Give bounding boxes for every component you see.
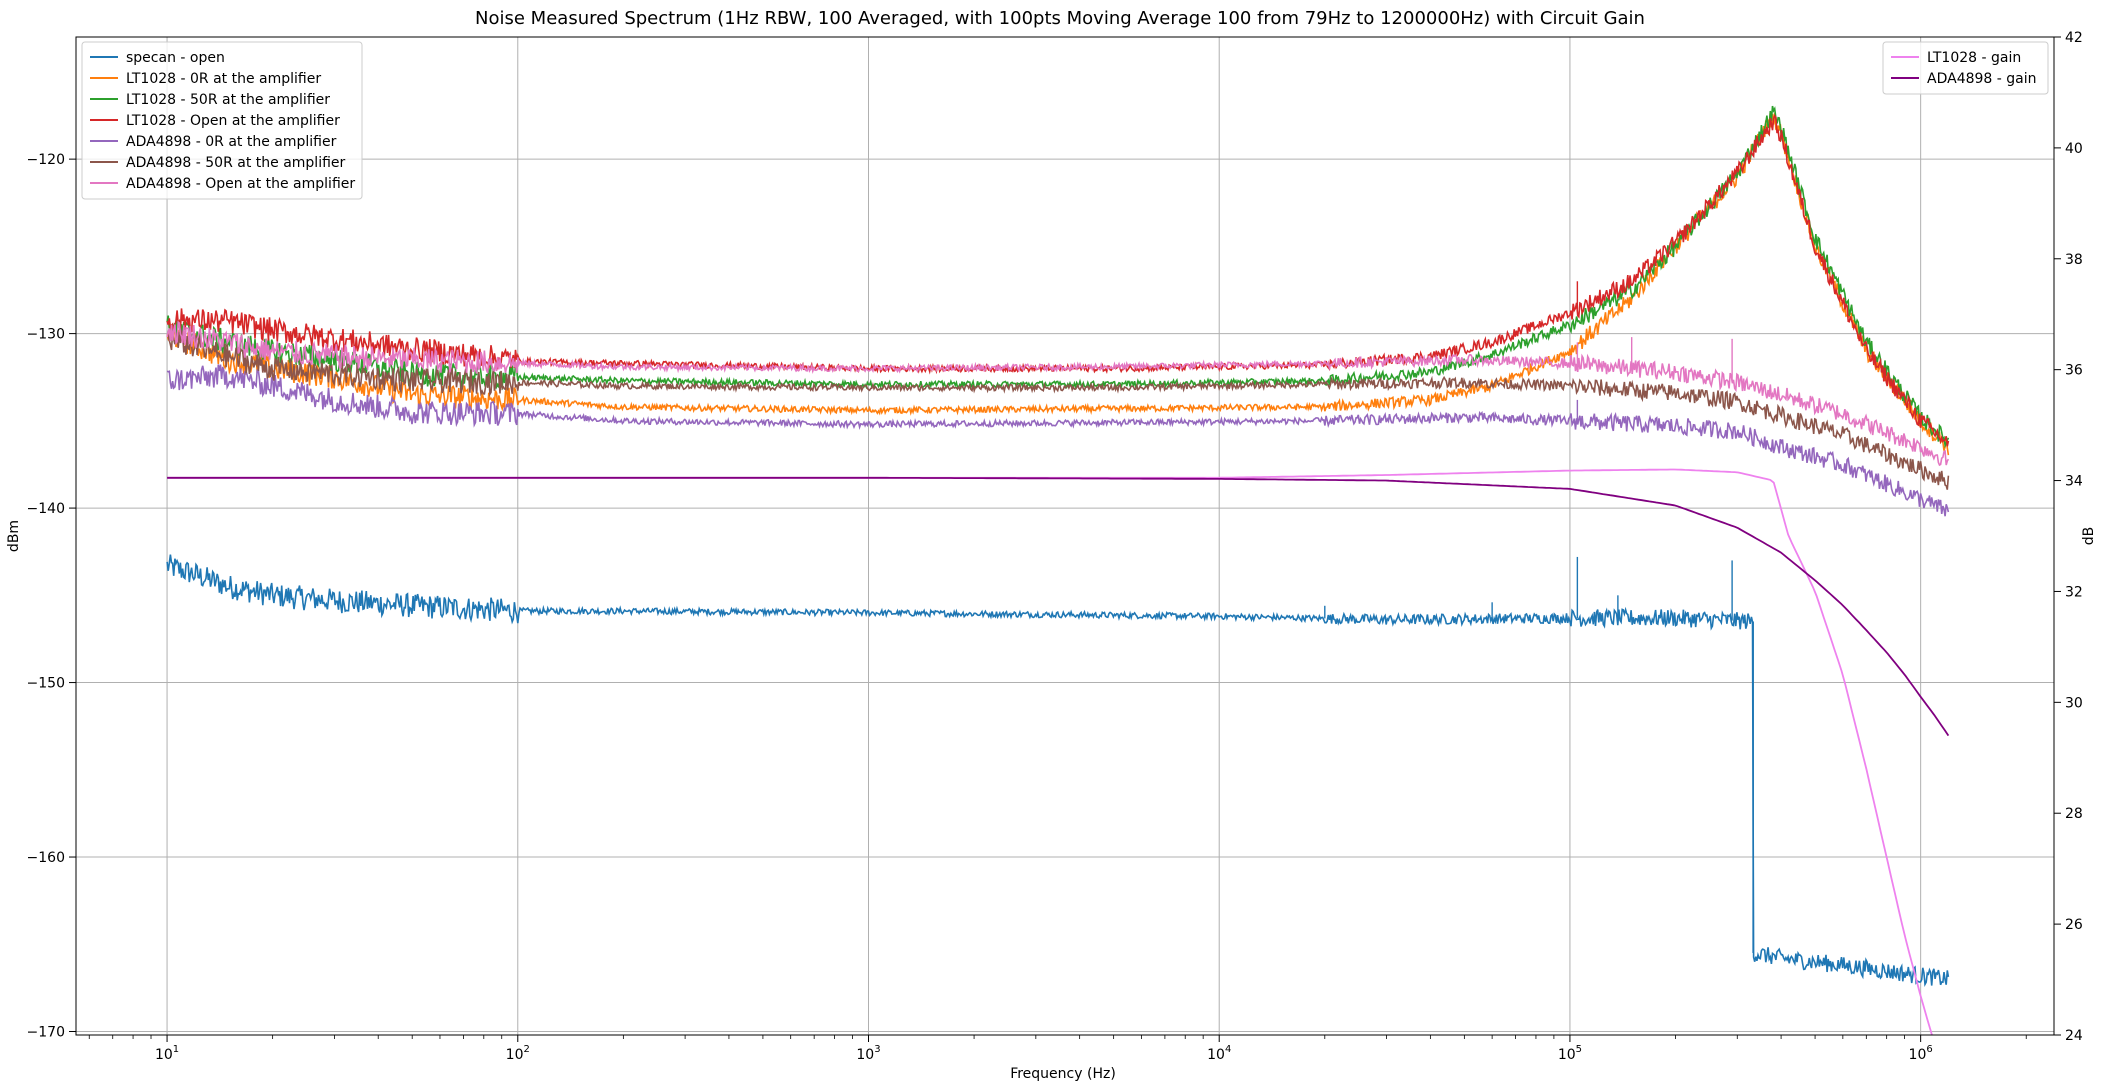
- y-right-tick-label: 24: [2065, 1028, 2083, 1044]
- legend-label-lt_open: LT1028 - Open at the amplifier: [126, 113, 340, 129]
- y-axis-right-label: dB: [2081, 527, 2097, 546]
- y-left-tick-label: −160: [27, 850, 65, 866]
- y-right-tick-label: 34: [2065, 474, 2083, 490]
- x-tick-label: 103: [856, 1044, 880, 1063]
- y-right-tick-label: 26: [2065, 917, 2083, 933]
- series-line-ada_50r: [166, 328, 1950, 490]
- x-tick-label: 106: [1909, 1044, 1933, 1063]
- legend-left: specan - open LT1028 - 0R at the amplifie…: [81, 41, 363, 200]
- legend-label-lt_0r: LT1028 - 0R at the amplifier: [126, 71, 321, 87]
- x-tick-label: 105: [1558, 1044, 1582, 1063]
- y-right-tick-label: 28: [2065, 806, 2083, 822]
- y-left-tick-label: −150: [27, 676, 65, 692]
- series-line-ada_open: [166, 320, 1950, 467]
- x-axis-label: Frequency (Hz): [1010, 1066, 1116, 1082]
- y-right-tick-label: 38: [2065, 252, 2083, 268]
- y-right-tick-label: 42: [2065, 30, 2083, 46]
- legend-label-lt_gain: LT1028 - gain: [1927, 50, 2021, 66]
- x-axis: 101 102 103 104 105 106: [88, 1035, 2027, 1063]
- y-left-tick-label: −170: [27, 1025, 65, 1041]
- x-tick-label: 101: [155, 1044, 179, 1063]
- y-axis-right: 24 26 28 30 32 34 36 38 40 42: [2054, 30, 2083, 1044]
- series-line-lt_0r: [166, 112, 1950, 456]
- legend-label-ada_50r: ADA4898 - 50R at the amplifier: [126, 155, 346, 171]
- legend-label-ada_open: ADA4898 - Open at the amplifier: [126, 176, 355, 192]
- y-axis-left: −120 −130 −140 −150 −160 −170: [27, 152, 76, 1041]
- grid-lines: [76, 37, 2054, 1035]
- y-right-tick-label: 36: [2065, 363, 2083, 379]
- legend-label-lt_50r: LT1028 - 50R at the amplifier: [126, 92, 330, 108]
- legend-right-box: [1882, 41, 2049, 95]
- x-tick-label: 104: [1207, 1044, 1231, 1063]
- legend-left-box: [81, 41, 363, 200]
- series-line-specan: [166, 554, 1950, 987]
- series-line-ada_0r: [166, 364, 1950, 517]
- legend-right: LT1028 - gain ADA4898 - gain: [1882, 41, 2049, 95]
- y-left-tick-label: −120: [27, 152, 65, 168]
- legend-label-specan: specan - open: [126, 50, 225, 66]
- plot-series: [166, 105, 1950, 1035]
- x-tick-label: 102: [506, 1044, 530, 1063]
- y-right-tick-label: 32: [2065, 584, 2083, 600]
- legend-label-ada_0r: ADA4898 - 0R at the amplifier: [126, 134, 337, 150]
- y-left-tick-label: −130: [27, 327, 65, 343]
- legend-label-ada_gain: ADA4898 - gain: [1927, 71, 2037, 87]
- chart-title: Noise Measured Spectrum (1Hz RBW, 100 Av…: [475, 8, 1645, 29]
- y-right-tick-label: 40: [2065, 141, 2083, 157]
- y-axis-left-label: dBm: [6, 520, 22, 552]
- y-right-tick-label: 30: [2065, 695, 2083, 711]
- y-left-tick-label: −140: [27, 501, 65, 517]
- series-line-ada_gain: [167, 476, 1950, 737]
- plot-frame: [75, 36, 2055, 1036]
